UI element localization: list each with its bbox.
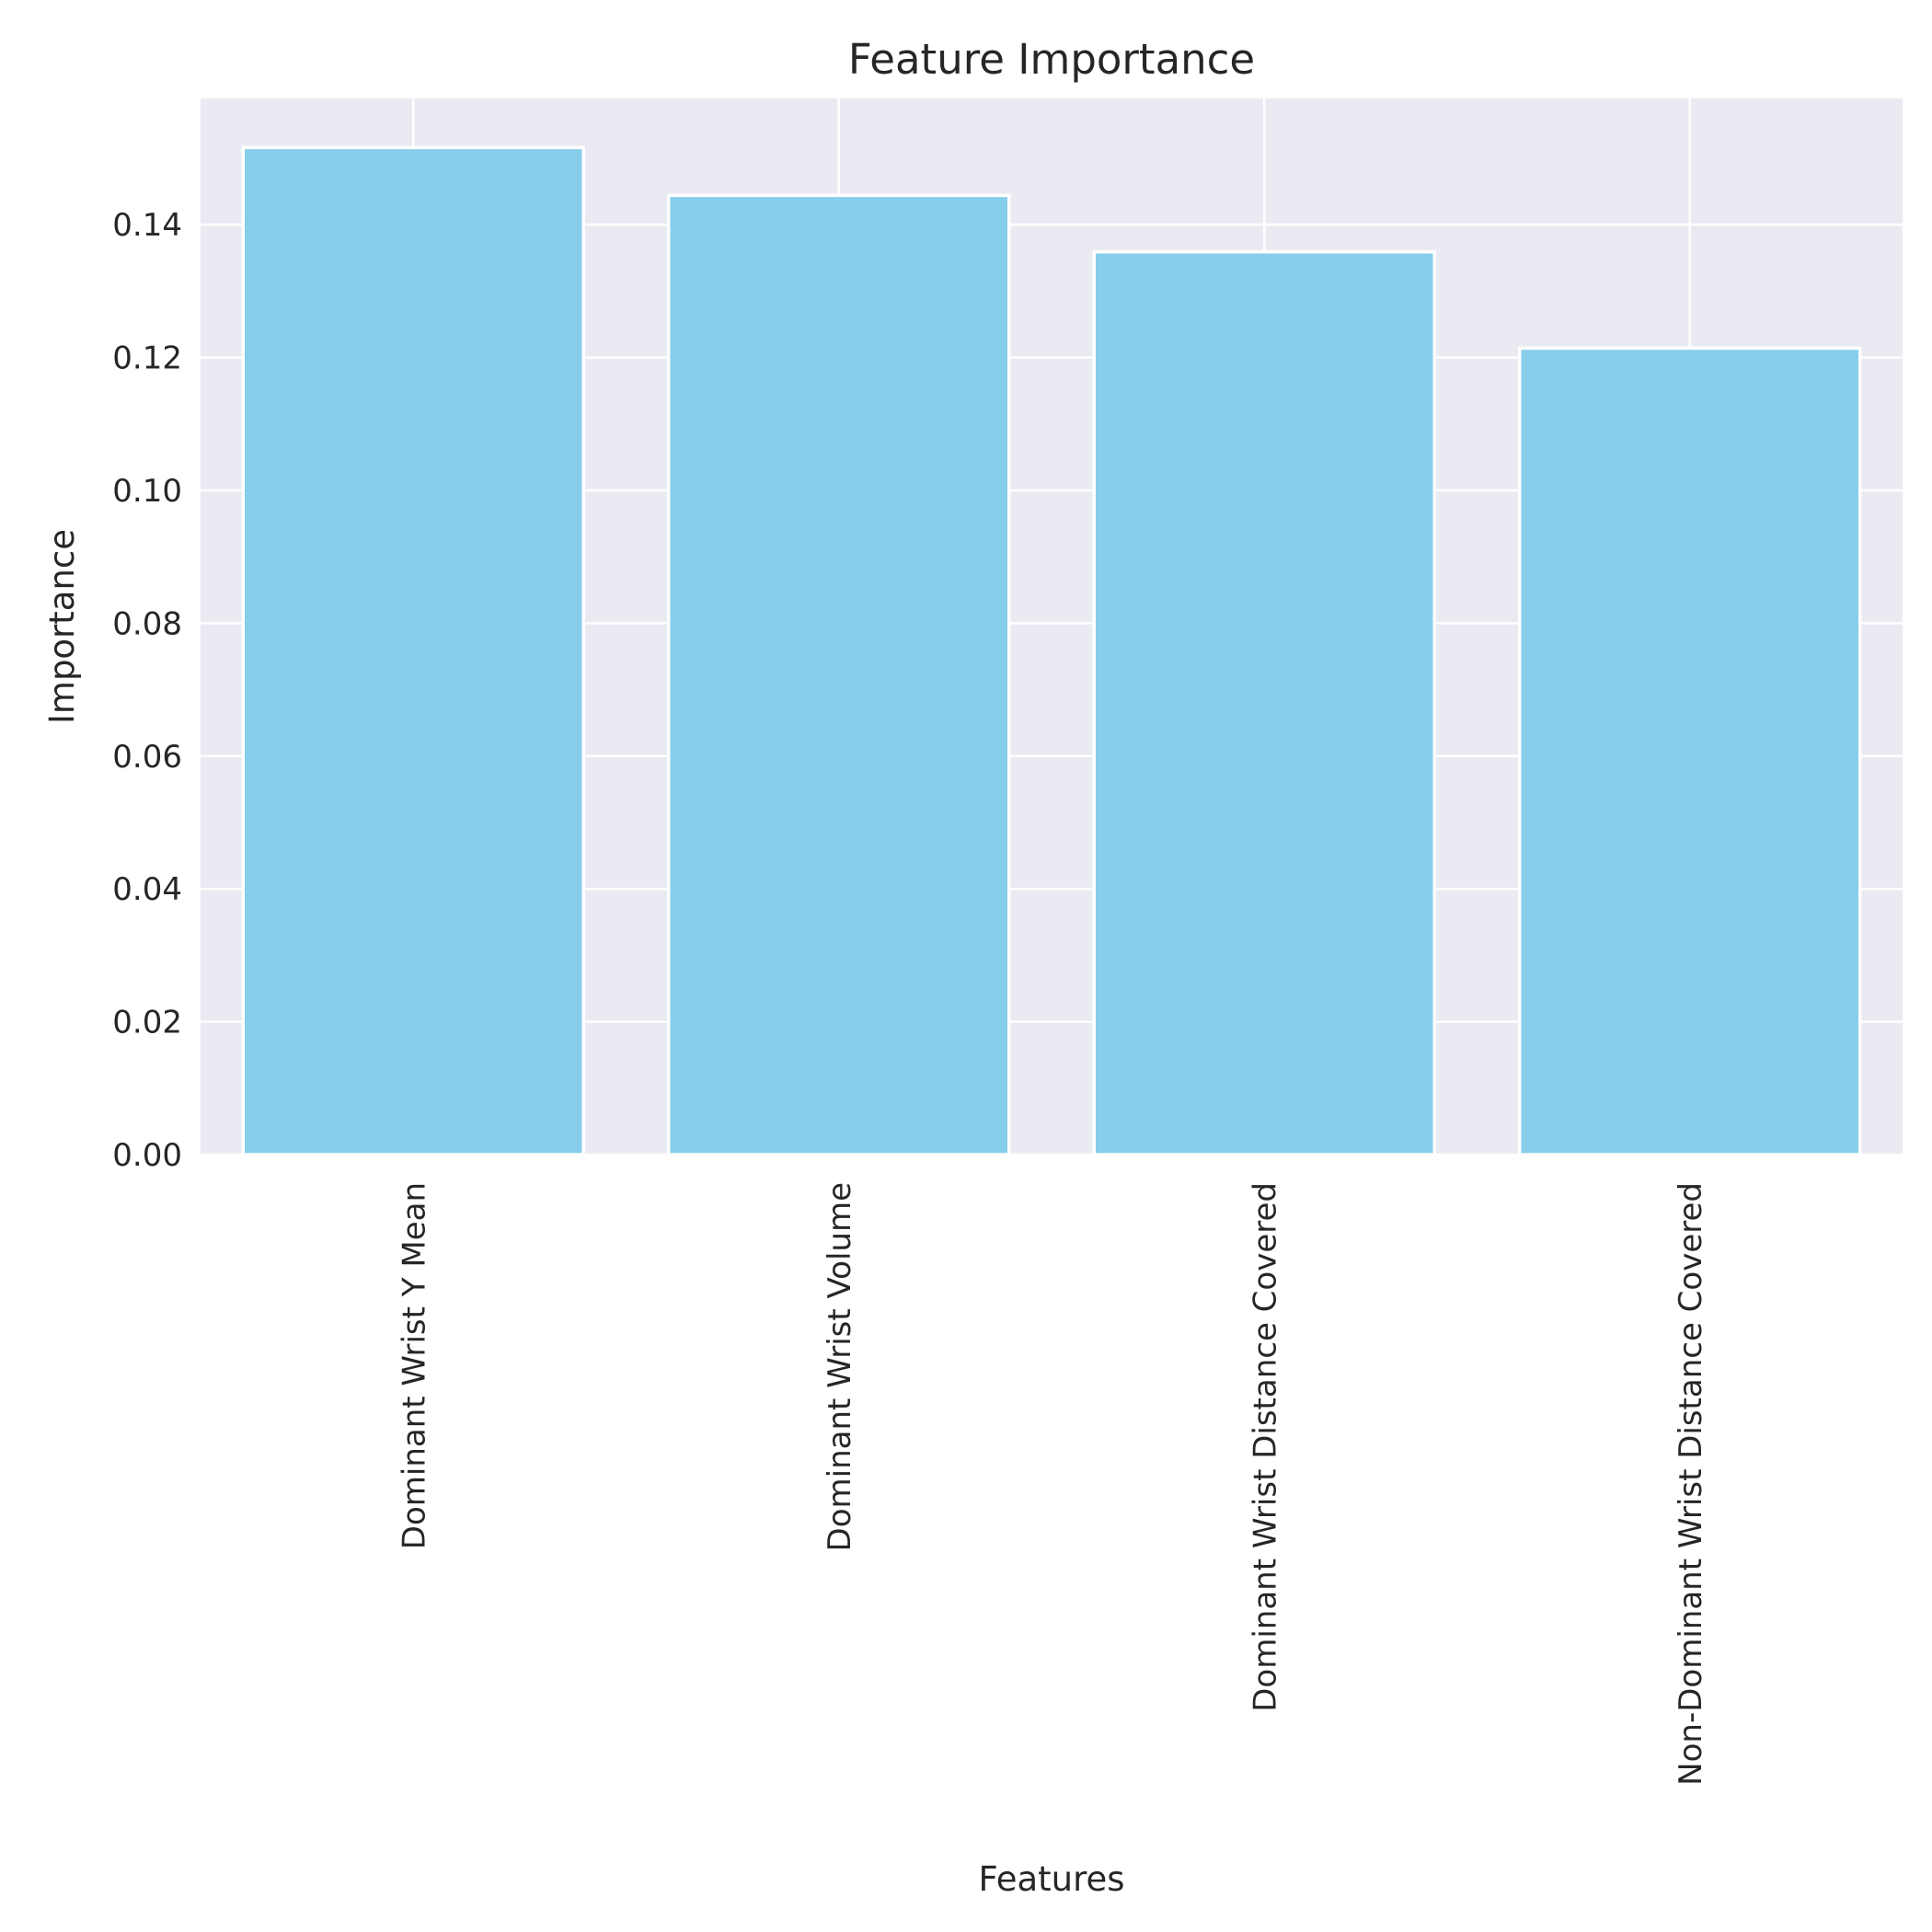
y-tick-labels: 0.00 0.02 0.04 0.06 0.08 0.10 0.12 0.14 — [112, 207, 182, 1174]
bars — [241, 145, 1862, 1156]
y-tick-label: 0.08 — [112, 605, 182, 642]
y-tick-label: 0.12 — [112, 340, 182, 377]
x-tick-label: Dominant Wrist Volume — [822, 1182, 858, 1551]
x-tick-label: Dominant Wrist Distance Covered — [1247, 1182, 1283, 1712]
y-tick-label: 0.02 — [112, 1005, 182, 1041]
y-axis-label: Importance — [42, 529, 82, 724]
x-axis-label: Features — [978, 1859, 1124, 1899]
y-tick-label: 0.04 — [112, 871, 182, 908]
y-tick-label: 0.14 — [112, 207, 182, 244]
bar — [1518, 346, 1862, 1156]
bar — [241, 145, 585, 1156]
bar — [667, 193, 1011, 1156]
y-tick-label: 0.06 — [112, 739, 182, 776]
y-tick-label: 0.00 — [112, 1137, 182, 1174]
x-tick-label: Non-Dominant Wrist Distance Covered — [1673, 1182, 1709, 1786]
y-tick-label: 0.10 — [112, 473, 182, 510]
bar — [1092, 250, 1436, 1156]
chart-title: Feature Importance — [848, 35, 1255, 84]
x-tick-labels: Dominant Wrist Y Mean Dominant Wrist Volu… — [396, 1182, 1709, 1786]
x-tick-label: Dominant Wrist Y Mean — [396, 1182, 432, 1549]
